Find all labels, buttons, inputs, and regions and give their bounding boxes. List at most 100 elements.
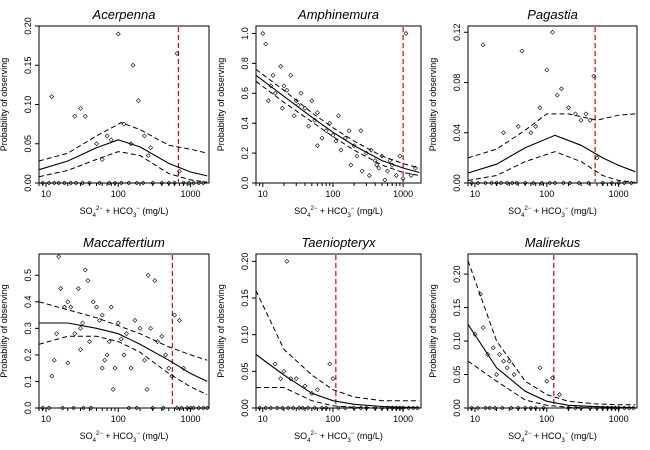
data-point (278, 376, 284, 382)
data-point (483, 180, 488, 186)
data-point (112, 180, 118, 186)
data-point (121, 121, 127, 127)
y-tick-label: 0.6 (240, 87, 250, 100)
data-point (186, 180, 192, 186)
data-point (330, 376, 336, 382)
data-point (80, 180, 85, 186)
data-point (169, 373, 175, 379)
data-point (295, 102, 301, 108)
data-point (135, 98, 141, 103)
data-point (327, 120, 333, 126)
data-point (314, 143, 320, 149)
data-point (196, 405, 202, 411)
y-tick-label: 0.00 (23, 174, 33, 192)
y-tick-label: 0.3 (23, 322, 33, 335)
data-point (97, 180, 102, 186)
data-point (393, 173, 399, 178)
data-point (494, 180, 500, 186)
data-point (106, 180, 112, 186)
data-point (284, 87, 290, 93)
panel-4: Maccaffertium 0.0 0.1 0.2 0.3 0.4 0.5 10 100 1000… (0, 235, 210, 444)
data-point (145, 272, 151, 278)
ci-lower-line (255, 80, 420, 176)
data-point (351, 405, 357, 411)
y-tick-label: 0.2 (240, 147, 250, 160)
data-point (159, 333, 165, 339)
data-point (81, 405, 86, 411)
data-point (309, 390, 315, 396)
y-axis-label: Probability of observing (0, 58, 9, 152)
data-point (333, 138, 339, 144)
x-tick-label: 10 (470, 414, 480, 424)
data-point (54, 331, 59, 337)
data-point (566, 405, 571, 411)
data-point (65, 360, 71, 366)
data-point (306, 123, 312, 129)
data-point (75, 286, 81, 291)
data-point (578, 117, 584, 123)
ci-upper-line (467, 113, 636, 159)
data-point (522, 405, 528, 411)
y-tick-label: 0.10 (452, 332, 462, 350)
data-point (163, 352, 168, 358)
x-axis-label: SO42− + HCO3− (mg/L) (294, 206, 383, 219)
data-point (319, 405, 325, 411)
data-point (134, 405, 140, 411)
data-point (552, 180, 558, 186)
fit-line (467, 134, 636, 174)
panel-title: Pagastia (527, 7, 578, 22)
data-point (174, 51, 180, 56)
data-point (108, 137, 114, 143)
data-point (389, 162, 395, 168)
data-point (99, 157, 105, 162)
data-point (506, 358, 512, 364)
data-point (612, 405, 618, 411)
data-point (300, 405, 306, 411)
data-point (260, 31, 266, 36)
data-point (102, 357, 108, 363)
data-point (160, 405, 166, 411)
y-tick-label: 0.5 (23, 269, 33, 282)
y-tick-label: 0.15 (23, 56, 33, 74)
data-point (302, 105, 308, 111)
data-point (80, 320, 85, 326)
data-point (397, 405, 403, 411)
y-tick-label: 0.10 (240, 326, 250, 344)
data-point (323, 128, 329, 134)
data-point (288, 376, 294, 382)
data-point (501, 358, 506, 364)
y-tick-label: 0.12 (452, 24, 462, 42)
data-point (544, 378, 550, 384)
y-tick-label: 0.05 (240, 363, 250, 381)
data-point (290, 405, 296, 411)
y-tick-label: 0.15 (452, 299, 462, 317)
data-point (583, 111, 589, 117)
data-point (284, 258, 290, 264)
data-point (514, 180, 520, 186)
data-point (279, 405, 285, 411)
data-point (560, 180, 566, 186)
data-point (128, 365, 134, 371)
data-point (314, 110, 320, 116)
data-point (68, 304, 74, 310)
data-point (104, 133, 110, 139)
data-point (51, 357, 57, 363)
data-point (469, 180, 475, 186)
data-point (342, 135, 348, 141)
data-point (115, 31, 121, 37)
plot-frame (255, 253, 422, 409)
plot-frame (38, 253, 210, 409)
data-point (400, 176, 406, 181)
fit-line (255, 74, 420, 174)
data-point (336, 113, 341, 119)
data-point (141, 357, 147, 363)
ci-upper-line (38, 301, 208, 361)
data-point (99, 365, 105, 371)
ci-upper-line (255, 68, 420, 169)
data-point (628, 180, 634, 186)
data-point (497, 352, 502, 357)
x-axis-label: SO42− + HCO3− (mg/L) (508, 431, 597, 444)
data-point (539, 180, 545, 186)
data-point (403, 31, 409, 36)
data-point (179, 405, 184, 411)
